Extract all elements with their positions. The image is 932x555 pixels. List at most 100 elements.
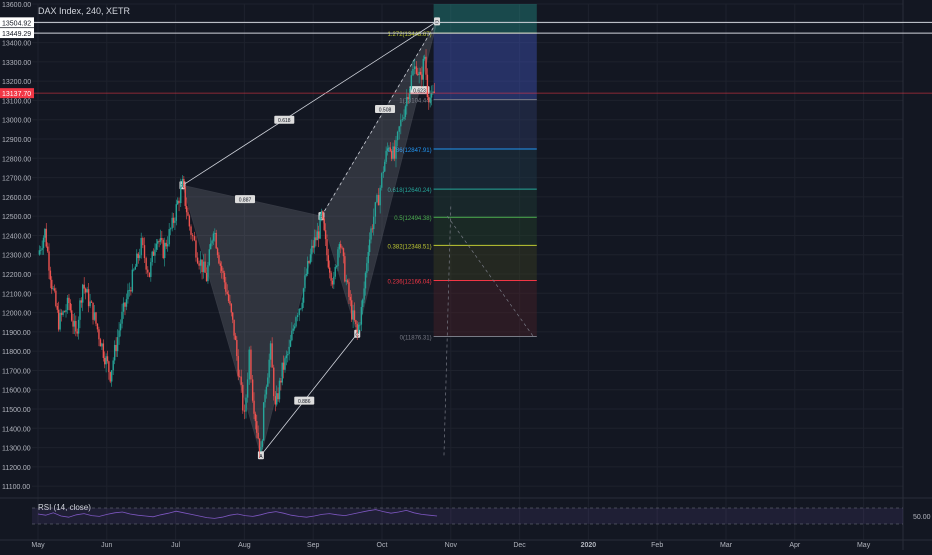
candle-body	[185, 205, 188, 213]
candle-body	[143, 245, 146, 259]
candle-body	[251, 379, 254, 401]
fib-level-label: 0.786(12847.91)	[388, 148, 432, 154]
candle-body	[131, 269, 134, 292]
candle-body	[38, 250, 41, 255]
x-tick-label: Nov	[445, 542, 458, 549]
candle-body	[80, 300, 83, 303]
y-tick-label: 12400.00	[2, 233, 31, 240]
candle-body	[368, 239, 371, 253]
candle-body	[293, 326, 296, 329]
candle-body	[124, 302, 126, 307]
y-tick-label: 12100.00	[2, 291, 31, 298]
y-tick-label: 12500.00	[2, 214, 31, 221]
candle-body	[222, 270, 224, 273]
candle-body	[250, 349, 252, 380]
candle-body	[357, 324, 360, 333]
y-tick-label: 11200.00	[2, 465, 31, 472]
candle-body	[183, 178, 185, 187]
fib-zone	[433, 33, 537, 100]
candle-body	[333, 276, 335, 285]
candle-body	[322, 211, 324, 219]
candle-body	[122, 302, 125, 312]
candle-body	[140, 238, 142, 256]
candle-body	[158, 241, 160, 243]
candle-body	[389, 147, 391, 151]
candle-body	[403, 116, 405, 120]
rsi-line	[37, 509, 438, 519]
candle-body	[40, 249, 42, 251]
candle-body	[176, 200, 179, 205]
ratio-label-box	[409, 86, 430, 95]
x-tick-label: Sep	[307, 542, 320, 549]
candle-body	[142, 238, 144, 246]
x-tick-label: 2020	[581, 542, 597, 549]
candle-body	[304, 275, 306, 289]
ratio-label-box	[294, 396, 315, 405]
candle-body	[281, 362, 283, 383]
candle-body	[308, 261, 310, 263]
rsi-pane: 50.00	[32, 507, 931, 525]
candle-body	[373, 216, 375, 230]
candle-body	[428, 97, 430, 103]
pattern-triangle	[181, 184, 322, 457]
candle-body	[287, 353, 289, 356]
candle-body	[113, 344, 116, 361]
candle-body	[84, 288, 87, 293]
candle-body	[348, 282, 350, 297]
candle-body	[386, 148, 389, 151]
candle-body	[277, 393, 279, 400]
candle-body	[398, 126, 400, 132]
candle-body	[157, 241, 159, 244]
y-tick-label: 13100.00	[2, 98, 31, 105]
fib-zone	[433, 4, 537, 34]
fib-level-label: 0.618(12640.24)	[388, 188, 432, 194]
candle-body	[248, 349, 250, 380]
x-tick-label: Jun	[101, 542, 112, 549]
candle-body	[240, 376, 242, 385]
candle-body	[351, 300, 353, 320]
candle-body	[363, 288, 365, 300]
candle-body	[238, 376, 241, 378]
y-tick-label: 11900.00	[2, 330, 31, 337]
candle-body	[218, 255, 220, 264]
candle-body	[245, 397, 247, 412]
candle-body	[265, 386, 268, 395]
candle-body	[331, 280, 334, 285]
pattern-point-marker	[434, 17, 441, 26]
x-tick-label: Feb	[651, 542, 663, 549]
candle-body	[288, 346, 290, 354]
fib-zone	[433, 149, 537, 190]
candle-body	[415, 66, 418, 74]
projection-line	[447, 215, 534, 337]
candle-body	[418, 71, 420, 76]
y-tick-label: 11500.00	[2, 407, 31, 414]
fib-zone	[433, 99, 537, 150]
candle-body	[246, 379, 249, 398]
candle-body	[145, 258, 147, 270]
candle-body	[401, 119, 404, 120]
candle-body	[208, 249, 211, 266]
candle-body	[125, 299, 128, 307]
candle-body	[374, 202, 377, 217]
candle-body	[356, 324, 358, 333]
candle-body	[46, 246, 49, 252]
ratio-label-box	[274, 115, 295, 124]
candle-body	[423, 56, 426, 59]
ratio-label: 0.886	[298, 399, 311, 405]
candle-body	[133, 269, 135, 271]
candle-body	[187, 212, 189, 216]
candle-body	[204, 261, 206, 273]
candle-body	[366, 263, 368, 273]
y-tick-label: 12000.00	[2, 311, 31, 318]
y-tick-label: 12700.00	[2, 176, 31, 183]
candle-body	[66, 297, 69, 310]
candle-body	[89, 301, 91, 307]
candle-body	[338, 244, 341, 250]
y-tick-label: 13400.00	[2, 41, 31, 48]
fib-zone	[433, 280, 537, 337]
candle-body	[105, 356, 107, 365]
candle-body	[340, 244, 342, 248]
candle-body	[190, 226, 192, 235]
